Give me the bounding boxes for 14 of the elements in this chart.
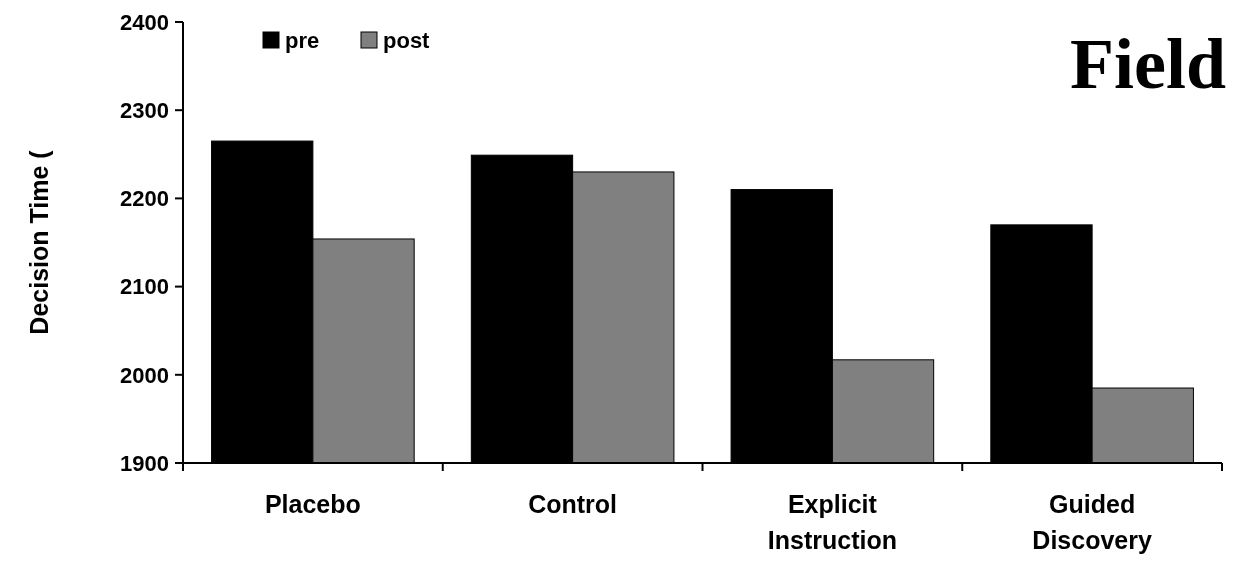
legend-label: pre <box>285 27 320 53</box>
x-tick-label: Explicit Instruction <box>767 490 897 554</box>
chart-title: Field <box>1070 24 1226 104</box>
y-tick-label: 2300 <box>120 97 169 123</box>
y-tick-label: 2100 <box>120 274 169 300</box>
x-tick-label: Guided Discovery <box>1032 490 1152 554</box>
y-tick-label: 2400 <box>120 9 169 35</box>
x-tick-label: Control <box>528 490 618 518</box>
legend-label: post <box>383 27 431 53</box>
x-tick-label: Placebo <box>264 490 361 518</box>
y-tick-label: 2200 <box>120 186 169 212</box>
y-tick-label: 1900 <box>120 450 169 476</box>
y-tick-label: 2000 <box>120 362 169 388</box>
y-axis-title: Decision Time ( <box>25 149 53 335</box>
